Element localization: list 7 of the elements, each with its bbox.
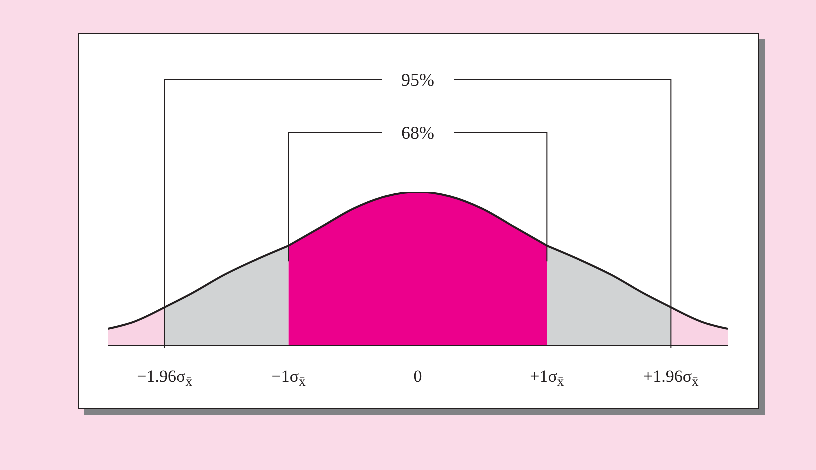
x-tick-label: −1.96σ$_{x̄}$ bbox=[137, 367, 193, 388]
text: 68% bbox=[402, 123, 434, 143]
x-tick-label: 0 bbox=[414, 367, 422, 386]
x-tick-label: +1σ$_{x̄}$ bbox=[530, 367, 564, 388]
x-tick-label: +1.96σ$_{x̄}$ bbox=[644, 367, 700, 388]
x-tick-label: −1σ$_{x̄}$ bbox=[272, 367, 306, 388]
text: 95% bbox=[402, 70, 434, 90]
